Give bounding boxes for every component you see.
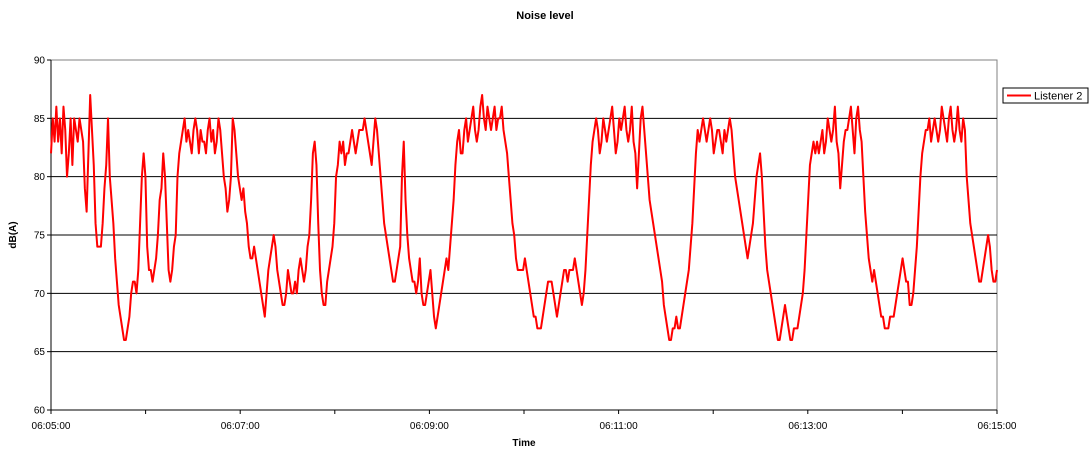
x-tick-label: 06:05:00 <box>32 421 71 432</box>
y-tick-label: 80 <box>34 172 46 183</box>
x-tick-label: 06:09:00 <box>410 421 449 432</box>
legend: Listener 2 <box>1002 87 1089 104</box>
y-axis-title: dB(A) <box>8 221 19 248</box>
y-tick-label: 85 <box>34 114 46 125</box>
series-line-listener-2 <box>50 94 998 341</box>
x-tick-label: 06:07:00 <box>221 421 260 432</box>
chart-title: Noise level <box>516 10 573 22</box>
x-axis-title: Time <box>512 438 536 449</box>
x-tick-label: 06:13:00 <box>788 421 827 432</box>
axes: 60 65 70 75 80 85 90 06:05:00 06:07:00 06:09:00 06… <box>32 56 1017 433</box>
y-tick-label: 90 <box>34 56 46 67</box>
legend-box <box>1002 87 1089 104</box>
y-tick-label: 70 <box>34 289 46 300</box>
y-tick-label: 60 <box>34 406 46 417</box>
y-tick-label: 75 <box>34 231 46 242</box>
series-layer <box>50 94 998 341</box>
x-tick-label: 06:11:00 <box>600 421 639 432</box>
legend-label-listener-2: Listener 2 <box>1034 91 1082 103</box>
y-tick-label: 65 <box>34 347 46 358</box>
x-tick-label: 06:15:00 <box>978 421 1017 432</box>
